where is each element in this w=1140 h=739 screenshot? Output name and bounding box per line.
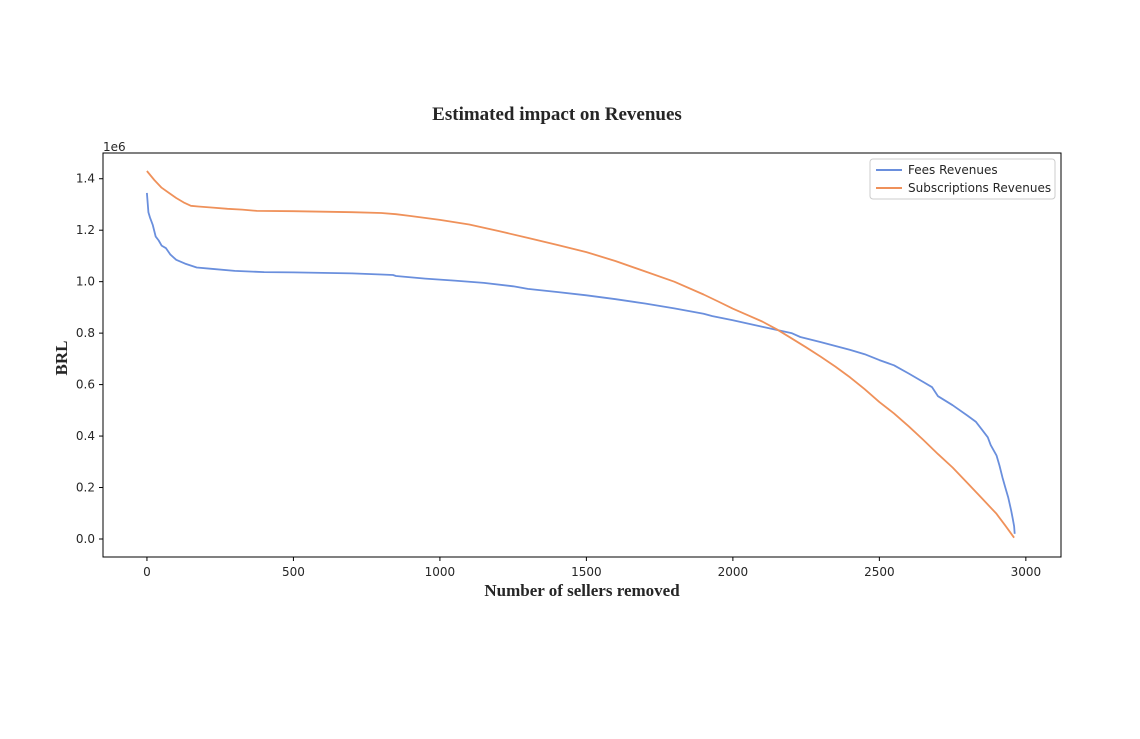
- chart-title: Estimated impact on Revenues: [432, 104, 682, 125]
- plot-frame: [102, 152, 1062, 558]
- y-tick-label: 1.2: [76, 223, 95, 237]
- y-axis-offset-label: 1e6: [103, 140, 126, 154]
- y-axis-label: BRL: [52, 341, 71, 376]
- legend-box: [869, 158, 1056, 200]
- y-tick-label: 0.0: [76, 532, 95, 546]
- y-tick-label: 1.0: [76, 275, 95, 289]
- y-tick-label: 0.6: [76, 378, 95, 392]
- x-tick-label: 0: [143, 565, 151, 579]
- x-tick-label: 1500: [571, 565, 602, 579]
- x-tick-label: 500: [282, 565, 305, 579]
- y-tick-label: 1.4: [76, 172, 95, 186]
- y-axis: 0.0 0.2 0.4 0.6 0.8 1.0 1.2 1.4: [76, 172, 103, 546]
- x-tick-label: 1000: [425, 565, 456, 579]
- x-axis: 0 500 1000 1500 2000 2500 3000: [143, 557, 1041, 579]
- x-tick-label: 2500: [864, 565, 895, 579]
- y-tick-label: 0.2: [76, 481, 95, 495]
- series-layer: [146, 170, 1016, 539]
- legend-label: Fees Revenues: [908, 163, 998, 177]
- series-line-0: [146, 192, 1016, 534]
- x-tick-label: 3000: [1011, 565, 1042, 579]
- legend: Fees Revenues Subscriptions Revenues: [869, 158, 1056, 200]
- series-line-1: [146, 170, 1015, 539]
- y-tick-label: 0.8: [76, 326, 95, 340]
- legend-label: Subscriptions Revenues: [908, 181, 1051, 195]
- x-axis-label: Number of sellers removed: [484, 581, 680, 600]
- y-tick-label: 0.4: [76, 429, 95, 443]
- x-tick-label: 2000: [718, 565, 749, 579]
